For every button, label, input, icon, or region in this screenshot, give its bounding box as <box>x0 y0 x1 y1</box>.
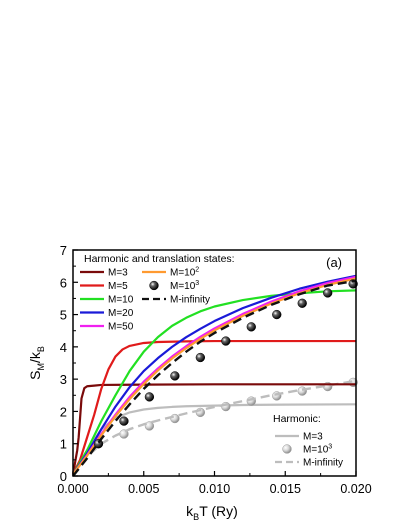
legend-label-base: M=10 <box>170 268 196 279</box>
legend-entry: M=102 <box>142 267 199 279</box>
series-m-5-line <box>72 339 356 475</box>
y-tick-label: 1 <box>60 437 67 452</box>
legend-label: M-infinity <box>303 458 343 469</box>
series-m-infinity-line <box>72 279 357 477</box>
series-m-20-line <box>72 274 357 476</box>
legend-label: M=5 <box>108 281 128 292</box>
series-layer <box>71 274 358 477</box>
series-m-10-line <box>72 289 357 475</box>
legend-entry: M=10 <box>80 295 134 306</box>
series-m-10-3-point <box>221 336 231 346</box>
legend-entry: M-infinity <box>275 458 343 469</box>
y-axis-label-s: S <box>27 371 43 380</box>
y-tick-label: 2 <box>60 404 67 419</box>
legend-label: M=20 <box>108 308 134 319</box>
series-m-10-3-point <box>170 371 180 381</box>
panel-label: (a) <box>326 255 342 270</box>
series-m-10-3-point <box>119 416 129 426</box>
legend-entry: M=20 <box>80 308 134 319</box>
legend-entry: M=3 <box>80 268 128 279</box>
x-tick-label: 0.000 <box>57 482 88 496</box>
legend-label-exp: 3 <box>195 280 199 287</box>
legend-marker <box>149 280 159 291</box>
legend-entry: M=103 <box>282 444 332 456</box>
series-m-10-3-point <box>246 322 256 332</box>
y-tick-label: 4 <box>60 340 67 355</box>
series-m-10-3-point <box>144 392 155 402</box>
y-tick-label: 3 <box>60 372 67 387</box>
series-m-10-3-point <box>297 298 307 308</box>
legend-label: M-infinity <box>170 295 210 306</box>
x-tick-label: 0.015 <box>270 482 301 496</box>
legend-entry: M=50 <box>80 322 134 333</box>
series-harmonic-m-10-3-point <box>144 421 155 431</box>
x-axis-label-sub: B <box>193 512 199 522</box>
legend-entry: M=103 <box>149 280 199 292</box>
legend-label: M=102 <box>170 267 199 279</box>
series-m-10-3-point <box>323 288 333 298</box>
legend-top-title: Harmonic and translation states: <box>84 253 235 265</box>
x-tick-label: 0.010 <box>199 482 230 496</box>
series-harmonic-m-infinity-line <box>72 379 357 477</box>
x-axis-label-rest: T (Ry) <box>199 503 238 519</box>
x-tick-label: 0.020 <box>340 482 371 496</box>
y-axis-label: SM/kB <box>27 346 46 380</box>
x-tick-label: 0.005 <box>128 482 159 496</box>
legend-label: M=10 <box>108 295 134 306</box>
legend-entry: M=5 <box>80 281 128 292</box>
y-axis-label-k-sub: B <box>36 346 46 352</box>
legend-label: M=103 <box>303 444 332 456</box>
y-axis-label-s-sub: M <box>36 363 46 371</box>
series-harmonic-m-10-3-point <box>170 413 180 424</box>
legend-label: M=3 <box>303 432 323 443</box>
legend-entry: M-infinity <box>142 295 210 306</box>
ticks-layer: 0.000 0.005 0.010 0.015 0.020 0 1 2 3 4 5 6 7 <box>57 243 371 496</box>
legend-label-exp: 3 <box>328 444 332 451</box>
y-tick-label: 0 <box>60 469 67 484</box>
legend-label-exp: 2 <box>195 267 199 274</box>
x-axis-label-k: k <box>186 503 194 519</box>
legend-label: M=3 <box>108 268 128 279</box>
legend-label-base: M=10 <box>303 445 329 456</box>
legend-marker <box>282 444 292 454</box>
y-tick-label: 7 <box>60 243 67 258</box>
legend-entry: M=3 <box>275 432 323 443</box>
y-axis-label-slash: /k <box>27 351 43 363</box>
legend-label: M=50 <box>108 322 134 333</box>
legend-label-base: M=10 <box>170 281 196 292</box>
x-axis-label: kBT (Ry) <box>186 503 238 522</box>
legend-bottom-title: Harmonic: <box>273 413 321 425</box>
series-m-3-line <box>71 383 356 475</box>
series-m-10-3-point <box>195 352 206 363</box>
legend-label: M=103 <box>170 280 199 292</box>
y-tick-label: 6 <box>60 275 67 290</box>
series-m-10-3-point <box>272 309 282 320</box>
y-tick-label: 5 <box>60 308 67 323</box>
